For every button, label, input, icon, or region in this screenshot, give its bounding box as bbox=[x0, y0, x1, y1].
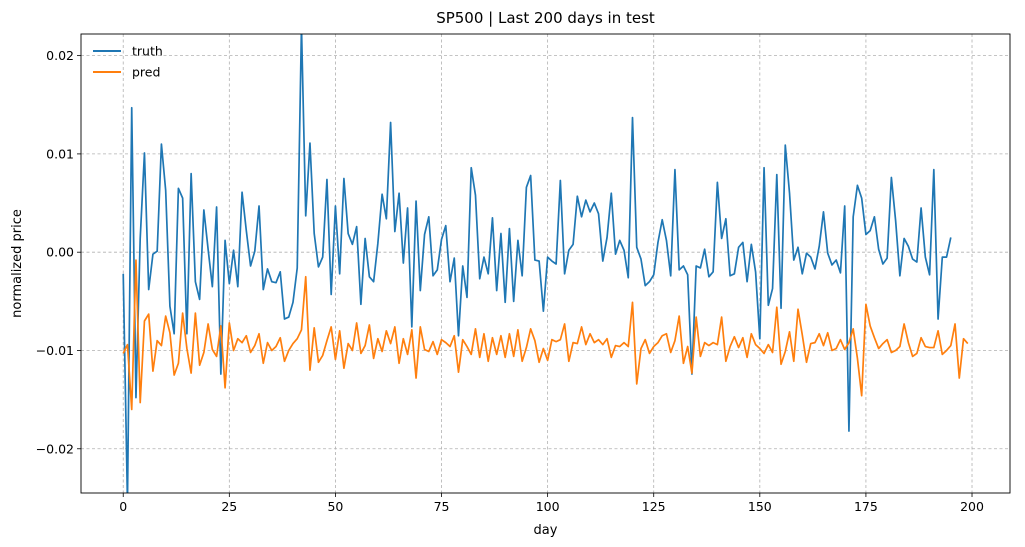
grid bbox=[81, 34, 1010, 493]
x-tick-label: 25 bbox=[221, 499, 237, 514]
plot-frame bbox=[80, 33, 1011, 494]
y-axis-label: normalized price bbox=[10, 209, 25, 318]
x-tick-label: 100 bbox=[536, 499, 560, 514]
y-tick-label: 0.01 bbox=[46, 146, 74, 161]
y-tick-label: 0.02 bbox=[46, 48, 74, 63]
y-axis-ticks: −0.02 −0.01 0.00 0.01 0.02 bbox=[36, 48, 81, 456]
legend-label-truth: truth bbox=[132, 44, 163, 59]
x-tick-label: 125 bbox=[642, 499, 666, 514]
x-tick-label: 0 bbox=[119, 499, 127, 514]
y-tick-label: −0.01 bbox=[36, 343, 74, 358]
x-axis-label: day bbox=[534, 523, 558, 538]
legend: truth pred bbox=[93, 44, 163, 80]
x-tick-label: 175 bbox=[854, 499, 878, 514]
chart-title: SP500 | Last 200 days in test bbox=[436, 9, 655, 27]
series-line-pred bbox=[122, 259, 969, 411]
x-tick-label: 150 bbox=[748, 499, 772, 514]
x-tick-label: 50 bbox=[327, 499, 343, 514]
x-tick-label: 200 bbox=[960, 499, 984, 514]
series-line-truth bbox=[122, 34, 952, 493]
y-tick-label: −0.02 bbox=[36, 441, 74, 456]
y-tick-label: 0.00 bbox=[46, 245, 74, 260]
x-axis-ticks: 0 25 50 75 100 125 150 175 200 bbox=[119, 493, 984, 514]
x-tick-label: 75 bbox=[434, 499, 450, 514]
legend-label-pred: pred bbox=[132, 65, 160, 80]
series-lines bbox=[122, 34, 969, 493]
